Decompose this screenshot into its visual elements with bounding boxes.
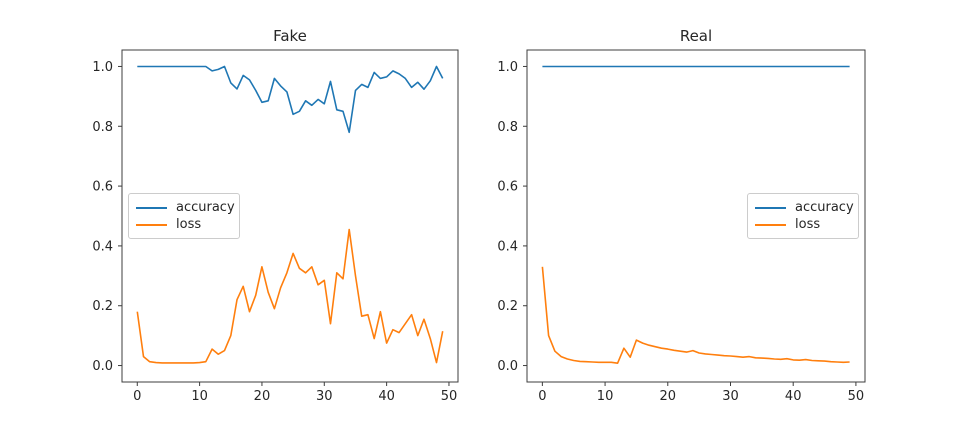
y-tick-label: 0.2 xyxy=(92,299,113,314)
x-tick-label: 10 xyxy=(597,389,614,404)
legend-label: accuracy xyxy=(176,200,235,215)
legend-label: loss xyxy=(176,217,202,232)
legend-item: accuracy xyxy=(136,200,235,215)
legend-real: accuracy loss xyxy=(747,193,859,239)
chart-title: Fake xyxy=(273,27,307,45)
y-tick-label: 0.8 xyxy=(497,120,518,135)
chart-title: Real xyxy=(680,27,712,45)
y-tick-label: 0.4 xyxy=(497,239,518,254)
y-tick-label: 1.0 xyxy=(497,60,518,75)
x-tick-label: 20 xyxy=(660,389,677,404)
x-tick-label: 30 xyxy=(316,389,333,404)
subplot-fake: 0 10 20 30 40 50 0.0 0.2 0.4 0.6 0.8 1.0 Fake xyxy=(92,27,459,404)
x-tick-label: 50 xyxy=(848,389,865,404)
loss-line xyxy=(136,228,444,364)
axes-frame xyxy=(526,49,866,383)
accuracy-line-sample xyxy=(136,206,167,209)
subplot-real: 0 10 20 30 40 50 0.0 0.2 0.4 0.6 0.8 1.0 Real xyxy=(497,27,866,404)
legend-item: loss xyxy=(755,218,851,231)
y-tick-label: 0.0 xyxy=(92,359,113,374)
legend-item: accuracy xyxy=(755,200,854,215)
loss-line-sample xyxy=(136,223,167,226)
loss-line xyxy=(541,266,850,365)
y-tick-label: 0.6 xyxy=(497,180,518,195)
axes-frame xyxy=(121,49,459,383)
legend-fake: accuracy loss xyxy=(128,193,240,239)
y-tick-label: 0.2 xyxy=(497,299,518,314)
legend-label: accuracy xyxy=(795,200,854,215)
x-tick-label: 30 xyxy=(722,389,739,404)
x-tick-label: 10 xyxy=(191,389,208,404)
y-tick-label: 1.0 xyxy=(92,60,113,75)
y-tick-label: 0.6 xyxy=(92,180,113,195)
x-tick-label: 0 xyxy=(133,389,141,404)
legend-label: loss xyxy=(795,217,821,232)
accuracy-line-sample xyxy=(755,206,786,209)
y-tick-label: 0.4 xyxy=(92,239,113,254)
x-tick-label: 40 xyxy=(378,389,395,404)
legend-item: loss xyxy=(136,218,232,231)
accuracy-line xyxy=(137,65,444,134)
y-tick-label: 0.0 xyxy=(497,359,518,374)
x-tick-label: 20 xyxy=(254,389,271,404)
x-tick-label: 0 xyxy=(538,389,546,404)
x-tick-label: 40 xyxy=(785,389,802,404)
loss-line-sample xyxy=(755,223,786,226)
x-tick-label: 50 xyxy=(441,389,458,404)
y-tick-label: 0.8 xyxy=(92,120,113,135)
